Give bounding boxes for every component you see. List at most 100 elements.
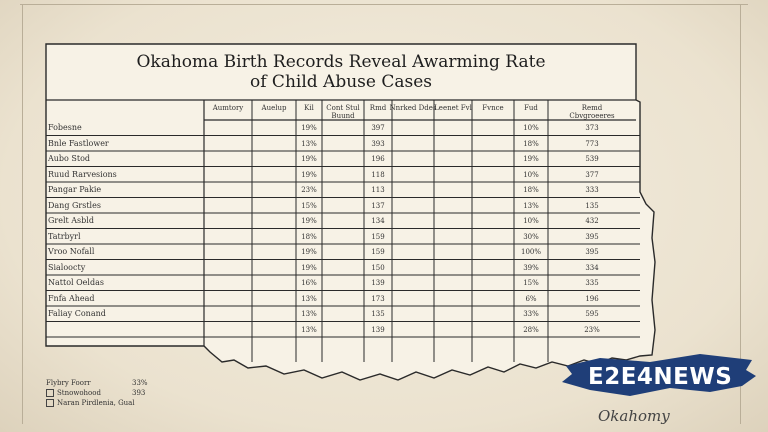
legend-label: Stnowohood — [57, 389, 101, 397]
table-cell: 395 — [585, 248, 599, 256]
row-label: Aubo Stod — [48, 154, 91, 163]
title-line-2: of Child Abuse Cases — [250, 72, 432, 92]
table-cell: 15% — [301, 201, 317, 210]
table-cell: 397 — [371, 124, 385, 132]
table-cell: 13% — [523, 201, 539, 210]
table-cell: 333 — [585, 186, 599, 194]
column-header: Remd Cbvgroeeres — [569, 104, 615, 120]
table-cell: 19% — [301, 248, 317, 256]
legend-label: Naran Pirdlenia, Gual — [57, 399, 135, 407]
row-label: Ruud Rarvesions — [48, 169, 117, 179]
table-cell: 19% — [301, 155, 317, 163]
table-cell: 15% — [523, 279, 539, 287]
table-cell: 33% — [523, 310, 539, 318]
table-cell: 100% — [520, 248, 541, 256]
table-gridlines — [251, 100, 549, 362]
table-cell: 393 — [371, 139, 385, 148]
table-cell: 6% — [525, 294, 537, 303]
table-cell: 18% — [301, 232, 317, 241]
table-rowlines — [46, 135, 640, 338]
table-cell: 19% — [301, 170, 317, 179]
column-header: Cont Stul Buund — [326, 104, 360, 120]
map-outline — [45, 43, 656, 381]
table-cell: 135 — [585, 201, 599, 210]
table-cell: 23% — [584, 325, 600, 334]
column-header: Auelup — [261, 104, 287, 112]
table-cell: 118 — [371, 170, 385, 179]
table-cell: 377 — [585, 170, 599, 179]
table-cell: 196 — [371, 155, 385, 163]
table-cell: 10% — [523, 170, 539, 179]
legend-value: 33% — [132, 379, 148, 387]
news-logo-splash — [562, 354, 756, 396]
signature: Okahomy — [598, 407, 670, 425]
table-cell: 28% — [523, 325, 539, 334]
table-cell: 18% — [523, 139, 539, 148]
table-cell: 13% — [301, 325, 317, 334]
row-label: Sialoocty — [48, 262, 86, 272]
table-cell: 113 — [371, 186, 385, 194]
table-cell: 19% — [301, 124, 317, 132]
title-line-1: Okahoma Birth Records Reveal Awarming Ra… — [136, 52, 546, 72]
table-cell: 135 — [371, 310, 385, 318]
legend-item: Flybry Foorr 33% — [46, 378, 156, 388]
column-header: Fud — [524, 104, 538, 112]
legend-label: Flybry Foorr — [46, 379, 91, 387]
logo-brush-shape — [562, 354, 756, 396]
frame-left-border — [22, 4, 23, 424]
row-label: Faliay Conand — [48, 309, 106, 318]
table-cell: 19% — [301, 263, 317, 272]
table-cell: 10% — [523, 124, 539, 132]
legend: Flybry Foorr 33% Stnowohood 393 Naran Pi… — [46, 378, 156, 408]
table-cell: 13% — [301, 310, 317, 318]
row-label: Tatrbyrl — [48, 231, 81, 241]
table-cell: 373 — [585, 124, 599, 132]
row-label: Fnfa Ahead — [48, 293, 95, 303]
table-cell: 30% — [523, 232, 539, 241]
legend-item: Stnowohood 393 — [46, 388, 156, 398]
table-cell: 539 — [585, 155, 599, 163]
table-cell: 19% — [523, 155, 539, 163]
column-header: Kil — [304, 104, 314, 112]
row-label: Nattol Oeldas — [48, 278, 104, 287]
table-cell: 10% — [523, 217, 539, 225]
table-cell: 139 — [371, 325, 385, 334]
column-header: Leenet Fvl — [434, 104, 472, 112]
table-cell: 23% — [301, 186, 317, 194]
table-cell: 150 — [371, 263, 385, 272]
row-label: Vroo Nofall — [48, 247, 95, 256]
table-cell: 13% — [301, 294, 317, 303]
table-cell: 16% — [301, 279, 317, 287]
column-header: Aumtory — [212, 104, 244, 112]
news-logo-text: E2E4NEWS — [588, 364, 733, 390]
table-cell: 18% — [523, 186, 539, 194]
column-header: Nnrked Ddes — [389, 104, 437, 112]
row-label: Grelt Asbld — [48, 216, 94, 225]
table-cell: 432 — [585, 217, 599, 225]
row-label: Bnle Fastlower — [48, 138, 109, 148]
row-label: Fobesne — [48, 123, 82, 132]
table-cell: 196 — [585, 294, 599, 303]
table-cell: 19% — [301, 217, 317, 225]
column-header: Fvnce — [482, 104, 504, 112]
frame-top-border — [20, 4, 748, 5]
table-cell: 139 — [371, 279, 385, 287]
legend-swatch — [46, 389, 54, 397]
table-cell: 595 — [585, 310, 599, 318]
table-cell: 773 — [585, 139, 599, 148]
table-cell: 173 — [371, 294, 385, 303]
column-header: Rmd — [369, 104, 387, 112]
table-cell: 134 — [371, 217, 385, 225]
table-cell: 137 — [371, 201, 385, 210]
row-label: Dang Grstles — [48, 200, 101, 210]
table-cell: 39% — [523, 263, 539, 272]
legend-swatch — [46, 399, 54, 407]
table-cell: 13% — [301, 139, 317, 148]
legend-item: Naran Pirdlenia, Gual — [46, 398, 156, 408]
row-label: Pangar Pakie — [48, 185, 102, 194]
table-cell: 334 — [585, 263, 599, 272]
table-cell: 159 — [371, 232, 385, 241]
frame-right-border — [740, 4, 741, 424]
table-cell: 395 — [585, 232, 599, 241]
